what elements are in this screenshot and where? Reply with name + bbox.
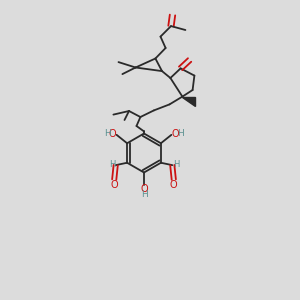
Text: O: O xyxy=(110,180,118,190)
Text: H: H xyxy=(178,129,184,138)
Polygon shape xyxy=(182,97,195,106)
Text: O: O xyxy=(140,184,148,194)
Text: O: O xyxy=(109,129,116,139)
Text: H: H xyxy=(141,190,147,199)
Text: O: O xyxy=(172,129,179,139)
Text: H: H xyxy=(109,160,115,169)
Text: H: H xyxy=(173,160,179,169)
Text: H: H xyxy=(103,129,110,138)
Text: O: O xyxy=(170,180,178,190)
